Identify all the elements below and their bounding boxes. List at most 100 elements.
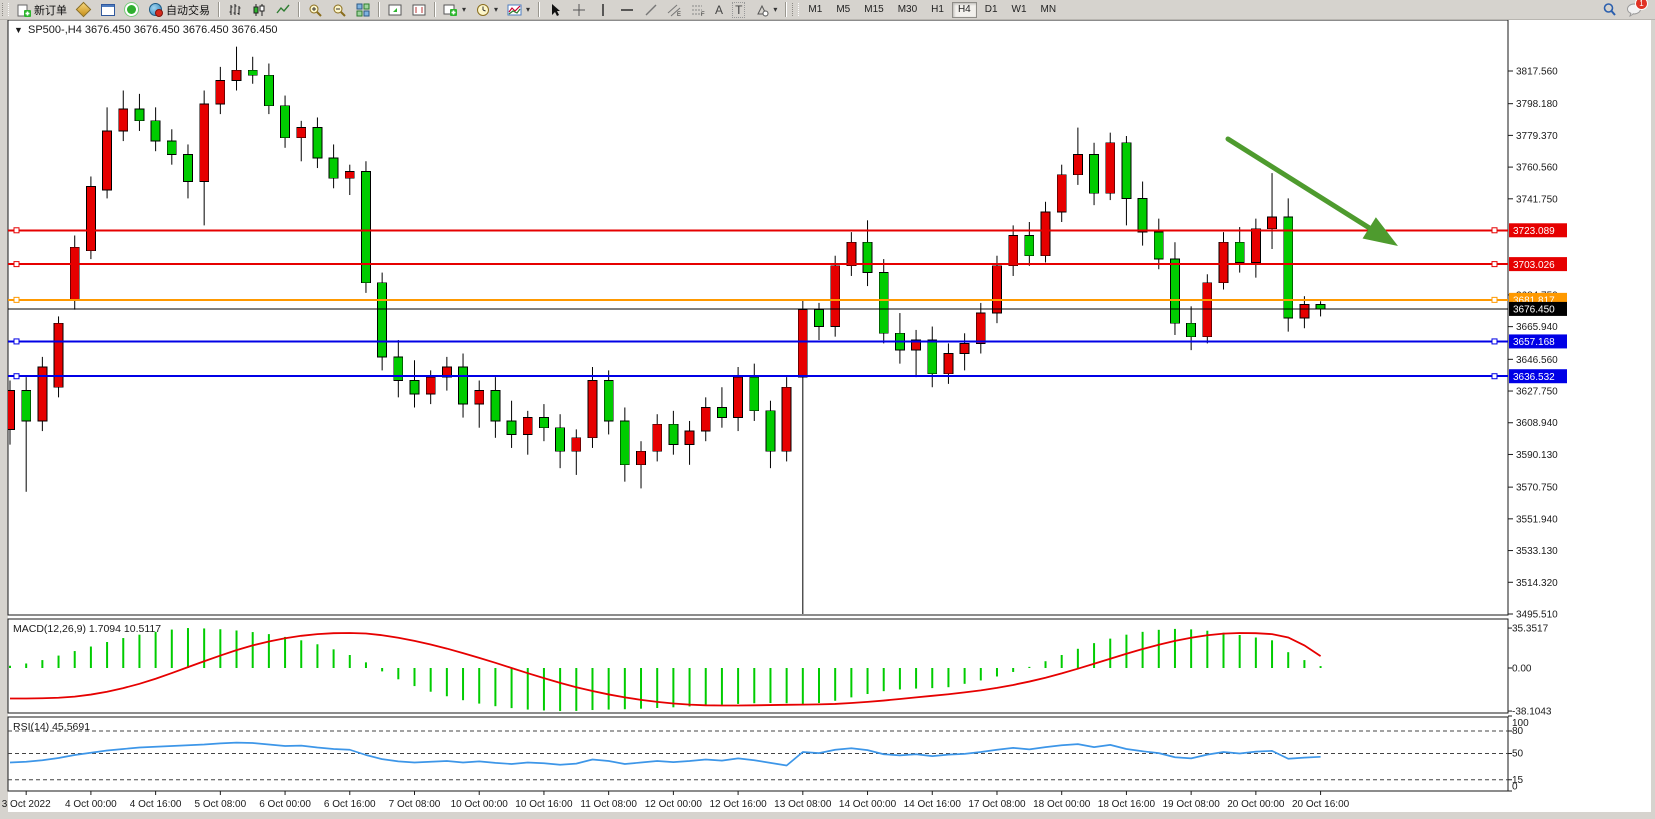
timeframe-button-m15[interactable]: M15 bbox=[858, 2, 889, 18]
crosshair-icon bbox=[571, 2, 586, 17]
svg-text:3779.370: 3779.370 bbox=[1516, 131, 1558, 142]
timeframe-button-h4[interactable]: H4 bbox=[951, 1, 977, 18]
svg-text:3570.750: 3570.750 bbox=[1516, 483, 1558, 494]
dropdown-caret-icon: ▾ bbox=[462, 5, 467, 14]
timeframe-button-w1[interactable]: W1 bbox=[1006, 2, 1033, 18]
date-axis: 3 Oct 2022 4 Oct 00:00 4 Oct 16:00 5 Oct 08… bbox=[2, 791, 1350, 810]
shapes-tool-button[interactable]: ▾ bbox=[750, 0, 781, 19]
vertical-line-tool-button[interactable] bbox=[591, 0, 614, 19]
crosshair-tool-button[interactable] bbox=[567, 0, 590, 19]
search-button[interactable] bbox=[1598, 0, 1621, 19]
cascade-windows-button[interactable] bbox=[407, 0, 430, 19]
timeframe-button-d1[interactable]: D1 bbox=[979, 2, 1004, 18]
timeframe-button-h1[interactable]: H1 bbox=[925, 2, 950, 18]
svg-text:20 Oct 16:00: 20 Oct 16:00 bbox=[1292, 799, 1350, 810]
svg-text:10 Oct 00:00: 10 Oct 00:00 bbox=[451, 799, 509, 810]
templates-button[interactable]: ▾ bbox=[503, 0, 534, 19]
channel-tool-button[interactable]: E bbox=[663, 0, 686, 19]
svg-text:-38.1043: -38.1043 bbox=[1512, 707, 1552, 718]
toolbar-grip[interactable] bbox=[792, 3, 800, 16]
svg-text:50: 50 bbox=[1512, 749, 1524, 760]
svg-text:3533.130: 3533.130 bbox=[1516, 546, 1558, 557]
svg-text:13 Oct 08:00: 13 Oct 08:00 bbox=[774, 799, 832, 810]
rsi-label: RSI(14) 45.5691 bbox=[13, 721, 90, 733]
svg-text:3741.750: 3741.750 bbox=[1516, 194, 1558, 205]
svg-text:3657.168: 3657.168 bbox=[1513, 337, 1555, 348]
toolbar: 新订单 自动交易 ▾ ▾ ▾ E F A T ▾ bbox=[0, 0, 1655, 20]
equidistant-channel-icon: E bbox=[667, 2, 682, 17]
arrange-windows-button[interactable] bbox=[383, 0, 406, 19]
new-order-button[interactable]: 新订单 bbox=[12, 1, 71, 18]
svg-text:E: E bbox=[677, 12, 681, 17]
svg-text:3608.940: 3608.940 bbox=[1516, 418, 1558, 429]
shapes-icon bbox=[754, 2, 769, 17]
current-price-line: 3676.450 bbox=[8, 301, 1567, 316]
toolbar-grip[interactable] bbox=[2, 3, 9, 16]
trendline-icon bbox=[643, 2, 658, 17]
new-chart-icon bbox=[100, 2, 115, 17]
svg-text:12 Oct 00:00: 12 Oct 00:00 bbox=[645, 799, 703, 810]
macd-label: MACD(12,26,9) 1.7094 10.5117 bbox=[13, 623, 161, 635]
clock-icon bbox=[475, 2, 490, 17]
svg-text:3551.940: 3551.940 bbox=[1516, 514, 1558, 525]
line-chart-button[interactable] bbox=[271, 0, 294, 19]
broadcast-button[interactable] bbox=[120, 0, 143, 19]
svg-text:12 Oct 16:00: 12 Oct 16:00 bbox=[709, 799, 767, 810]
text-tool-button[interactable]: A bbox=[711, 1, 727, 18]
autotrade-label: 自动交易 bbox=[166, 4, 210, 17]
line-chart-icon bbox=[275, 2, 290, 17]
svg-text:3646.560: 3646.560 bbox=[1516, 355, 1558, 366]
timeframe-button-mn[interactable]: MN bbox=[1035, 2, 1063, 18]
label-tool-button[interactable]: T bbox=[728, 1, 749, 18]
vertical-line-icon bbox=[595, 2, 610, 17]
svg-text:3514.320: 3514.320 bbox=[1516, 578, 1558, 589]
macd-indicator[interactable]: 35.3517 0.00 -38.1043 bbox=[9, 624, 1552, 718]
zoom-out-button[interactable] bbox=[327, 0, 350, 19]
svg-text:14 Oct 16:00: 14 Oct 16:00 bbox=[904, 799, 962, 810]
timeframes-clock-button[interactable]: ▾ bbox=[471, 0, 502, 19]
chart-title-arrow-icon[interactable]: ▼ bbox=[14, 25, 23, 35]
svg-text:18 Oct 00:00: 18 Oct 00:00 bbox=[1033, 799, 1091, 810]
trendline-tool-button[interactable] bbox=[639, 0, 662, 19]
svg-text:35.3517: 35.3517 bbox=[1512, 624, 1549, 635]
svg-text:3627.750: 3627.750 bbox=[1516, 387, 1558, 398]
tile-windows-button[interactable] bbox=[351, 0, 374, 19]
cursor-tool-button[interactable] bbox=[543, 0, 566, 19]
svg-text:3676.450: 3676.450 bbox=[1513, 305, 1555, 316]
svg-text:3723.089: 3723.089 bbox=[1513, 226, 1555, 237]
zoom-in-icon bbox=[307, 2, 322, 17]
timeframe-button-m1[interactable]: M1 bbox=[802, 2, 828, 18]
broadcast-icon bbox=[124, 2, 139, 17]
svg-text:F: F bbox=[701, 12, 705, 17]
zoom-in-button[interactable] bbox=[303, 0, 326, 19]
svg-text:4 Oct 16:00: 4 Oct 16:00 bbox=[130, 799, 182, 810]
horizontal-line-objects[interactable]: 3723.089 3703.026 3681.817 3657.168 3636.532 bbox=[8, 223, 1567, 384]
chart-window-background bbox=[8, 20, 1651, 812]
symbols-button[interactable] bbox=[72, 0, 95, 19]
chart-title: SP500-,H4 3676.450 3676.450 3676.450 367… bbox=[28, 24, 278, 36]
macd-pane-border bbox=[7, 618, 1509, 714]
svg-text:3798.180: 3798.180 bbox=[1516, 99, 1558, 110]
bar-chart-button[interactable] bbox=[223, 0, 246, 19]
fibonacci-tool-button[interactable]: F bbox=[687, 0, 710, 19]
dropdown-caret-icon: ▾ bbox=[773, 5, 778, 14]
notification-count-badge: 1 bbox=[1635, 0, 1648, 10]
autotrade-button[interactable]: 自动交易 bbox=[144, 1, 214, 18]
svg-text:7 Oct 08:00: 7 Oct 08:00 bbox=[389, 799, 441, 810]
add-indicator-button[interactable]: ▾ bbox=[439, 0, 470, 19]
new-chart-button[interactable] bbox=[96, 0, 119, 19]
svg-text:3760.560: 3760.560 bbox=[1516, 163, 1558, 174]
separator bbox=[298, 2, 299, 17]
timeframe-button-m30[interactable]: M30 bbox=[892, 2, 923, 18]
timeframe-button-m5[interactable]: M5 bbox=[830, 2, 856, 18]
templates-icon bbox=[507, 2, 522, 17]
label-tool-label: T bbox=[732, 1, 746, 18]
notifications-button[interactable]: 1 bbox=[1622, 0, 1648, 19]
trend-arrow-annotation[interactable] bbox=[1225, 136, 1398, 246]
candlestick-chart-button[interactable] bbox=[247, 0, 270, 19]
svg-text:14 Oct 00:00: 14 Oct 00:00 bbox=[839, 799, 897, 810]
svg-text:10 Oct 16:00: 10 Oct 16:00 bbox=[515, 799, 573, 810]
horizontal-line-tool-button[interactable] bbox=[615, 0, 638, 19]
